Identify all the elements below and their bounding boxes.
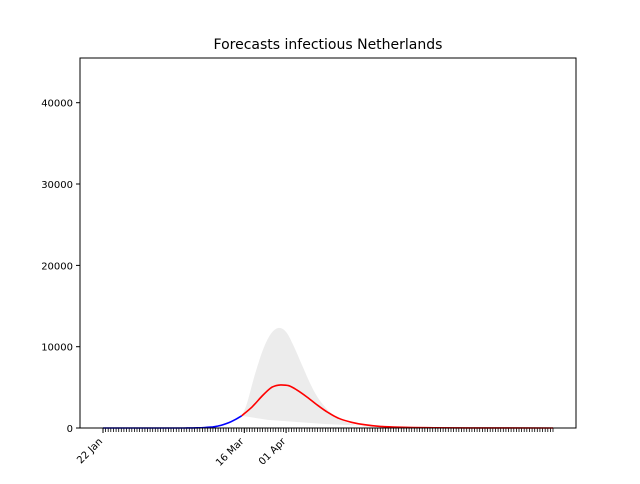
y-tick-label: 20000 bbox=[41, 261, 73, 272]
y-tick-label: 40000 bbox=[41, 99, 73, 110]
y-tick-label: 0 bbox=[67, 424, 73, 435]
chart-title: Forecasts infectious Netherlands bbox=[214, 37, 443, 53]
series-line-forecast bbox=[241, 384, 554, 429]
uncertainty-band bbox=[241, 327, 415, 428]
plot-area-frame bbox=[79, 57, 577, 429]
uncertainty-band-layer bbox=[241, 327, 415, 428]
y-tick-label: 30000 bbox=[41, 180, 73, 191]
y-tick-label: 10000 bbox=[41, 343, 73, 354]
y-axis-ticks: 0 10000 20000 30000 40000 bbox=[41, 99, 80, 435]
